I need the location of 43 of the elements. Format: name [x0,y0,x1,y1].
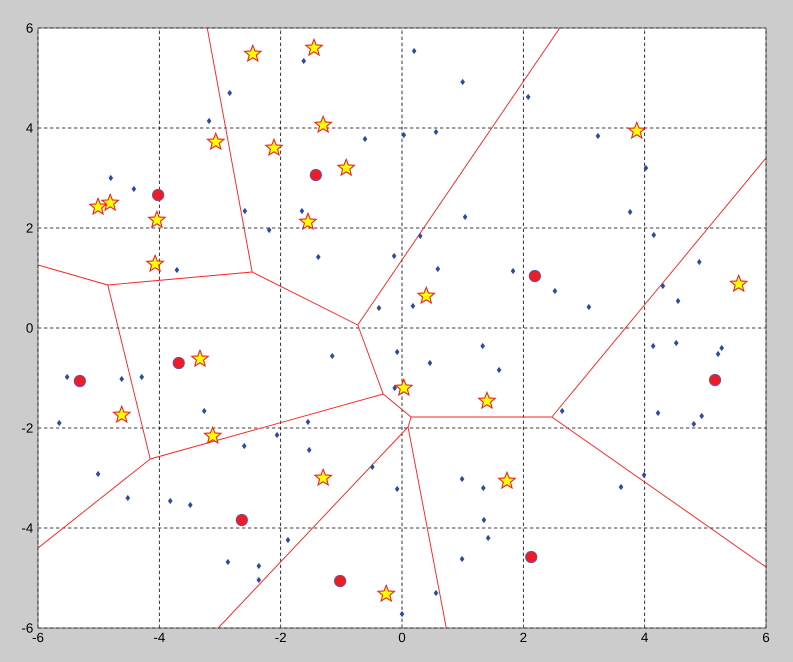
point [148,210,166,228]
point [310,168,322,182]
x-tick-label: 4 [641,632,648,642]
point [417,286,436,304]
x-tick-label: 2 [520,632,526,642]
point [146,254,164,272]
point [708,374,722,386]
x-tick-label: -2 [275,632,286,642]
point [377,584,396,602]
y-tick-label: 2 [26,223,33,233]
point [628,122,646,139]
point [528,270,541,282]
point [265,138,283,156]
point [206,132,225,150]
y-tick-label: -6 [22,623,33,633]
point [112,406,130,423]
y-tick-label: -4 [22,523,33,533]
point [314,468,332,486]
point [730,274,748,292]
point [525,550,538,564]
point [236,514,248,526]
point [395,378,413,396]
y-tick-label: 6 [26,23,33,33]
point [334,574,346,588]
point [244,44,262,62]
x-tick-label: 6 [762,632,770,642]
point [89,198,107,215]
point [478,392,496,409]
point [498,472,516,489]
x-tick-label: 0 [398,632,406,642]
point [74,374,86,388]
x-tick-label: -4 [154,632,165,642]
point [172,356,185,370]
point [191,350,209,367]
y-tick-label: -2 [22,423,33,433]
y-tick-label: 4 [26,123,33,133]
point [101,194,119,211]
point [337,158,355,176]
point [152,188,164,202]
point [299,212,317,230]
point [314,116,332,133]
y-tick-label: 0 [26,323,33,333]
point [204,426,222,444]
